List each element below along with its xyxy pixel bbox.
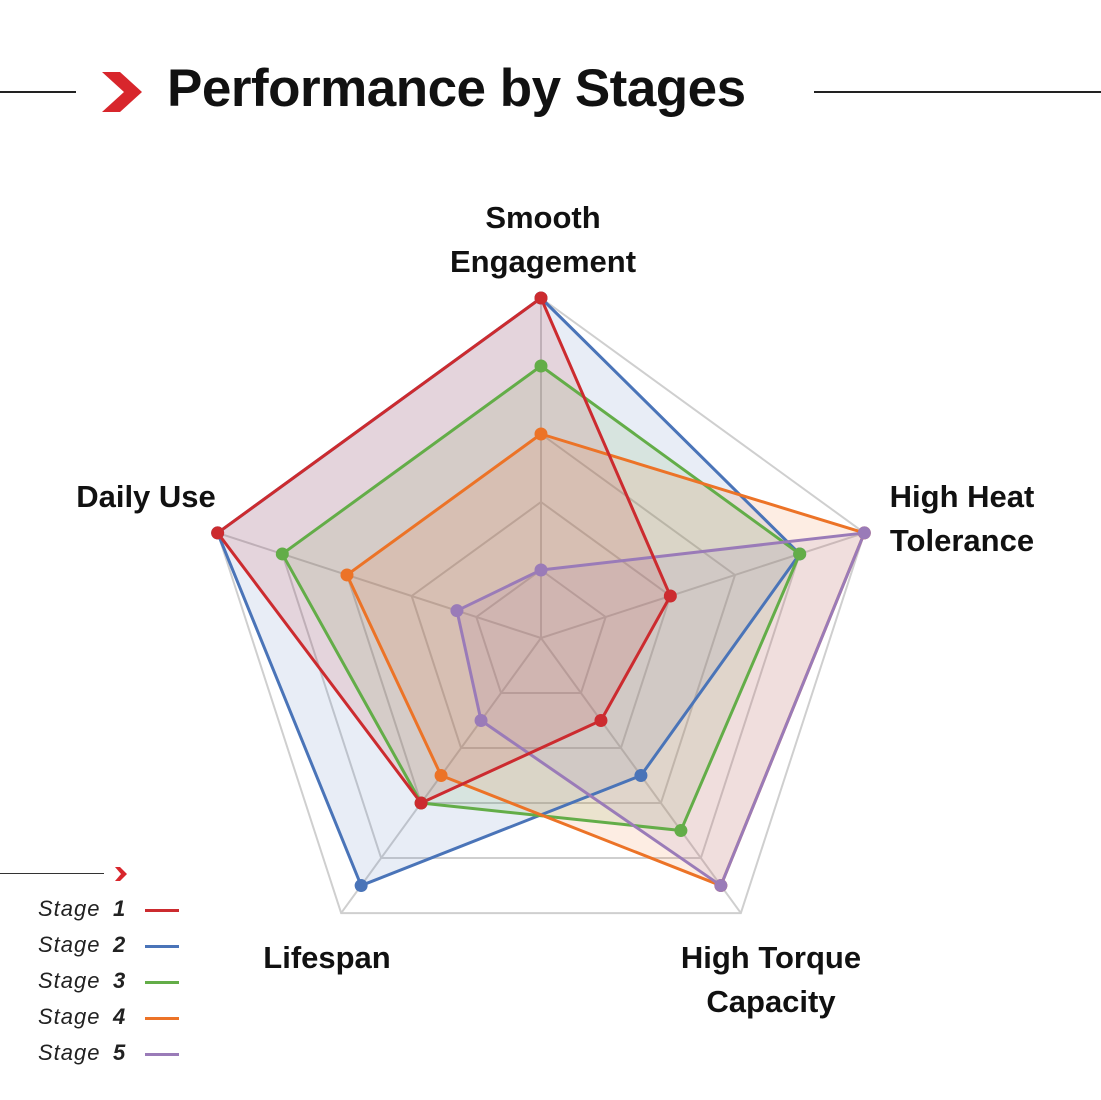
axis-label-3-line-2: Capacity (706, 984, 836, 1019)
legend-swatch (145, 945, 179, 948)
legend-chevron-icon (115, 867, 127, 881)
legend-swatch (145, 1053, 179, 1056)
data-point-stage-5-axis-1 (534, 563, 548, 577)
data-point-stage-4-axis-4 (434, 769, 448, 783)
header-rule-left (0, 91, 76, 93)
data-point-stage-3-axis-5 (275, 547, 289, 561)
series-line-stage-5 (455, 531, 866, 888)
legend-item-stage-1: Stage 1 (38, 896, 198, 926)
grid-spoke-2 (540, 531, 865, 639)
axis-label-2-line-1: High Heat (890, 479, 1035, 514)
data-point-stage-2-axis-3 (634, 769, 648, 783)
series-lines (216, 296, 866, 888)
legend-number: 3 (113, 968, 126, 993)
data-point-stage-1-axis-1 (534, 291, 548, 305)
data-point-stage-3-axis-1 (534, 359, 548, 373)
data-point-stage-1-axis-5 (211, 526, 225, 540)
legend-label: Stage (38, 896, 101, 921)
grid-ring-1 (475, 568, 607, 695)
series-line-stage-1 (216, 296, 672, 805)
legend-label: Stage (38, 968, 101, 993)
grid-spoke-5 (217, 531, 542, 639)
axis-label-2: High Heat Tolerance (890, 479, 1035, 558)
data-point-stage-5-axis-3 (714, 879, 728, 893)
data-point-stage-4-axis-5 (340, 568, 354, 582)
axis-label-3-line-1: High Torque (681, 940, 861, 975)
legend-item-stage-5: Stage 5 (38, 1040, 198, 1070)
data-point-stage-4-axis-1 (534, 427, 548, 441)
data-point-stage-1-axis-4 (414, 796, 428, 810)
axis-labels: Smooth Engagement High Heat Tolerance High T… (76, 200, 1034, 1019)
data-point-stage-5-axis-4 (474, 714, 488, 728)
axis-label-4-line-1: Lifespan (263, 940, 390, 975)
axis-label-3: High Torque Capacity (681, 940, 861, 1019)
header-rule-right (814, 91, 1101, 93)
page-title: Performance by Stages (167, 59, 746, 118)
axis-label-5: Daily Use (76, 479, 216, 514)
series-area-stage-5 (456, 532, 865, 886)
data-point-stage-1-axis-3 (594, 714, 608, 728)
data-point-stage-2-axis-4 (354, 879, 368, 893)
series-points (211, 291, 871, 893)
axis-label-1-line-1: Smooth (485, 200, 600, 235)
legend: Stage 1 Stage 2 Stage 3 Stage 4 Stage 5 (0, 860, 220, 1070)
legend-item-stage-4: Stage 4 (38, 1004, 198, 1034)
legend-label: Stage (38, 932, 101, 957)
data-point-stage-5-axis-5 (450, 604, 464, 618)
legend-number: 4 (113, 1004, 126, 1029)
data-point-stage-5-axis-2 (857, 526, 871, 540)
legend-label: Stage (38, 1004, 101, 1029)
data-point-stage-3-axis-3 (674, 824, 688, 838)
series-line-stage-3 (280, 364, 802, 833)
axis-label-2-line-2: Tolerance (890, 523, 1034, 558)
series-area-stage-2 (217, 298, 800, 886)
legend-number: 5 (113, 1040, 126, 1065)
chevron-right-icon (102, 72, 142, 112)
data-point-stage-3-axis-2 (793, 547, 807, 561)
axis-label-1-line-2: Engagement (450, 244, 636, 279)
axis-label-4: Lifespan (263, 940, 390, 975)
legend-swatch (145, 909, 179, 912)
legend-swatch (145, 1017, 179, 1020)
legend-number: 2 (113, 932, 126, 957)
legend-label: Stage (38, 1040, 101, 1065)
legend-rule (0, 873, 104, 874)
legend-item-stage-3: Stage 3 (38, 968, 198, 998)
axis-label-1: Smooth Engagement (450, 200, 636, 279)
series-line-stage-4 (345, 432, 866, 888)
series-fills (217, 298, 865, 886)
legend-item-stage-2: Stage 2 (38, 932, 198, 962)
axis-label-5-line-1: Daily Use (76, 479, 216, 514)
legend-swatch (145, 981, 179, 984)
data-point-stage-1-axis-2 (663, 589, 677, 603)
series-area-stage-1 (217, 298, 671, 804)
legend-number: 1 (113, 896, 126, 921)
